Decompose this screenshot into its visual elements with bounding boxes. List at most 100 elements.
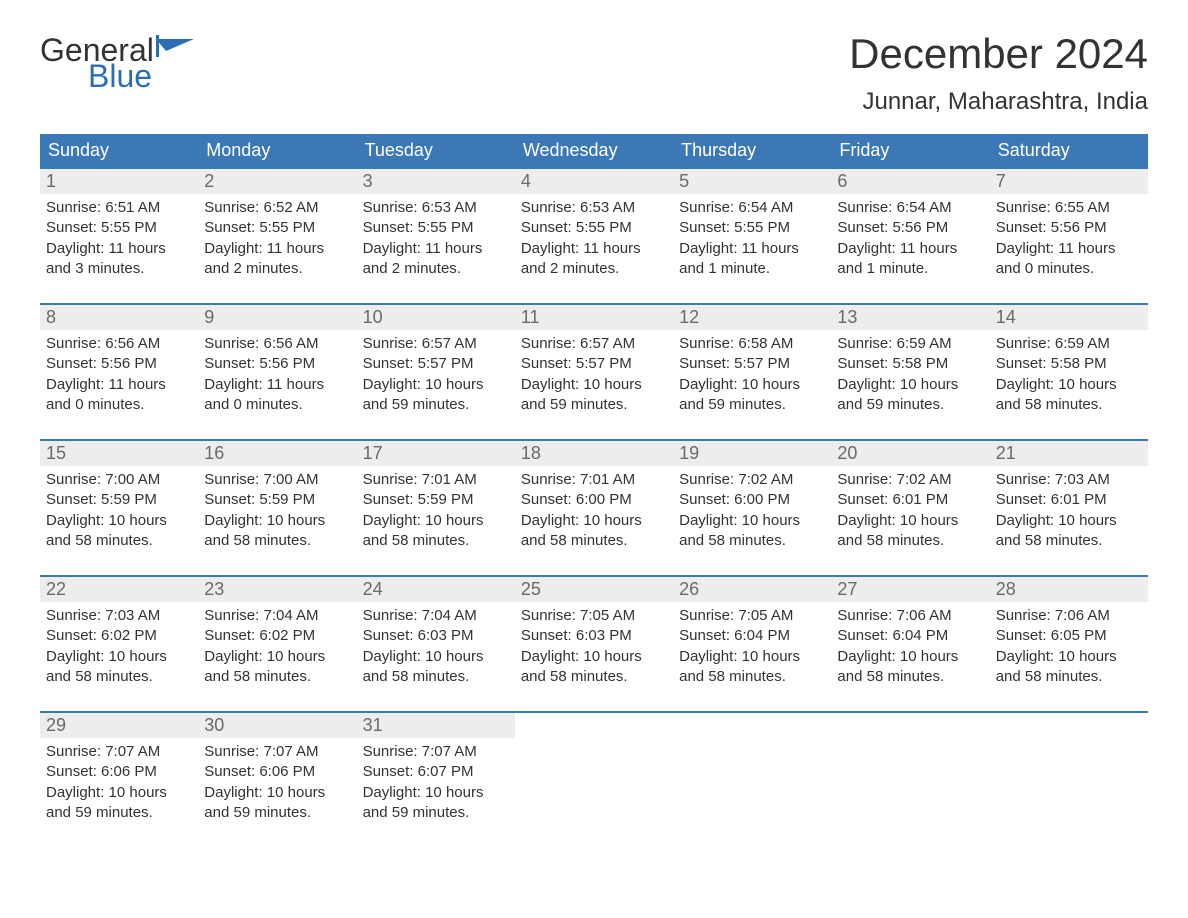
daylight-line: and 2 minutes. [521,259,667,279]
daylight-line: Daylight: 10 hours [46,647,192,667]
daylight-line: and 58 minutes. [363,531,509,551]
daylight-line: Daylight: 10 hours [996,647,1142,667]
daylight-line: Daylight: 11 hours [679,239,825,259]
day-cell: 13Sunrise: 6:59 AMSunset: 5:58 PMDayligh… [831,305,989,423]
dow-cell: Friday [831,134,989,167]
sunrise-line: Sunrise: 6:52 AM [204,198,350,218]
day-body: Sunrise: 6:51 AMSunset: 5:55 PMDaylight:… [40,194,198,285]
day-number: 23 [198,577,356,602]
daylight-line: and 59 minutes. [363,395,509,415]
day-cell: 30 Sunrise: 7:07 AMSunset: 6:06 PMDayligh… [198,713,356,831]
sunrise-line: Sunrise: 7:07 AM [204,742,350,762]
day-body: Sunrise: 6:57 AMSunset: 5:57 PMDaylight:… [515,330,673,421]
day-number: 20 [831,441,989,466]
daylight-line: and 58 minutes. [837,531,983,551]
daylight-line: Daylight: 11 hours [837,239,983,259]
daylight-line: Daylight: 10 hours [521,375,667,395]
daylight-line: Daylight: 10 hours [837,647,983,667]
sunset-line: Sunset: 5:55 PM [46,218,192,238]
day-body: Sunrise: 6:56 AMSunset: 5:56 PMDaylight:… [40,330,198,421]
daylight-line: Daylight: 10 hours [363,647,509,667]
dow-cell: Saturday [990,134,1148,167]
sunrise-line: Sunrise: 6:55 AM [996,198,1142,218]
day-body: Sunrise: 6:57 AMSunset: 5:57 PMDaylight:… [357,330,515,421]
day-number: 28 [990,577,1148,602]
day-body: Sunrise: 7:05 AMSunset: 6:03 PMDaylight:… [515,602,673,693]
daylight-line: and 58 minutes. [46,531,192,551]
day-number: 29 [40,713,198,738]
day-body: Sunrise: 7:01 AMSunset: 5:59 PMDaylight:… [357,466,515,557]
day-cell [990,713,1148,831]
sunset-line: Sunset: 6:02 PM [46,626,192,646]
daylight-line: and 59 minutes. [46,803,192,823]
day-cell: 31Sunrise: 7:07 AMSunset: 6:07 PMDayligh… [357,713,515,831]
sunrise-line: Sunrise: 7:07 AM [46,742,192,762]
daylight-line: and 58 minutes. [363,667,509,687]
header: General Blue December 2024 Junnar, Mahar… [40,30,1148,116]
day-cell: 8Sunrise: 6:56 AMSunset: 5:56 PMDaylight… [40,305,198,423]
daylight-line: and 0 minutes. [46,395,192,415]
sunrise-line: Sunrise: 7:02 AM [679,470,825,490]
day-cell: 26Sunrise: 7:05 AMSunset: 6:04 PMDayligh… [673,577,831,695]
sunrise-line: Sunrise: 7:00 AM [204,470,350,490]
sunset-line: Sunset: 5:58 PM [837,354,983,374]
day-body: Sunrise: 6:59 AMSunset: 5:58 PMDaylight:… [990,330,1148,421]
day-number: 13 [831,305,989,330]
daylight-line: and 59 minutes. [363,803,509,823]
daylight-line: Daylight: 11 hours [204,239,350,259]
day-cell: 23Sunrise: 7:04 AMSunset: 6:02 PMDayligh… [198,577,356,695]
daylight-line: and 1 minute. [679,259,825,279]
sunset-line: Sunset: 6:01 PM [837,490,983,510]
day-number: 10 [357,305,515,330]
daylight-line: Daylight: 10 hours [46,511,192,531]
sunrise-line: Sunrise: 7:07 AM [363,742,509,762]
day-number: 30 [198,713,356,738]
location-label: Junnar, Maharashtra, India [849,88,1148,116]
sunrise-line: Sunrise: 6:57 AM [521,334,667,354]
daylight-line: Daylight: 10 hours [363,375,509,395]
day-cell [515,713,673,831]
sunset-line: Sunset: 6:06 PM [46,762,192,782]
daylight-line: and 59 minutes. [204,803,350,823]
sunset-line: Sunset: 5:57 PM [679,354,825,374]
day-body: Sunrise: 6:56 AMSunset: 5:56 PMDaylight:… [198,330,356,421]
daylight-line: Daylight: 11 hours [46,239,192,259]
brand-word-2: Blue [88,60,196,92]
daylight-line: Daylight: 10 hours [521,511,667,531]
sunset-line: Sunset: 5:56 PM [204,354,350,374]
sunset-line: Sunset: 6:04 PM [679,626,825,646]
daylight-line: Daylight: 10 hours [204,647,350,667]
day-body: Sunrise: 7:07 AMSunset: 6:06 PMDaylight:… [40,738,198,829]
day-cell: 20Sunrise: 7:02 AMSunset: 6:01 PMDayligh… [831,441,989,559]
dow-cell: Tuesday [357,134,515,167]
sunrise-line: Sunrise: 6:56 AM [204,334,350,354]
daylight-line: and 3 minutes. [46,259,192,279]
day-number: 25 [515,577,673,602]
sunset-line: Sunset: 5:58 PM [996,354,1142,374]
daylight-line: Daylight: 10 hours [204,783,350,803]
day-cell: 16Sunrise: 7:00 AMSunset: 5:59 PMDayligh… [198,441,356,559]
daylight-line: Daylight: 10 hours [996,511,1142,531]
day-number: 8 [40,305,198,330]
day-body: Sunrise: 7:01 AMSunset: 6:00 PMDaylight:… [515,466,673,557]
day-cell: 19Sunrise: 7:02 AMSunset: 6:00 PMDayligh… [673,441,831,559]
daylight-line: Daylight: 10 hours [996,375,1142,395]
day-number: 17 [357,441,515,466]
day-number: 3 [357,169,515,194]
daylight-line: and 58 minutes. [837,667,983,687]
sunset-line: Sunset: 5:55 PM [679,218,825,238]
sunrise-line: Sunrise: 7:06 AM [837,606,983,626]
sunrise-line: Sunrise: 7:04 AM [363,606,509,626]
sunset-line: Sunset: 6:06 PM [204,762,350,782]
daylight-line: Daylight: 10 hours [204,511,350,531]
day-cell: 28Sunrise: 7:06 AMSunset: 6:05 PMDayligh… [990,577,1148,695]
day-number: 24 [357,577,515,602]
sunset-line: Sunset: 5:56 PM [837,218,983,238]
sunrise-line: Sunrise: 7:01 AM [363,470,509,490]
daylight-line: Daylight: 10 hours [363,783,509,803]
day-cell: 6Sunrise: 6:54 AMSunset: 5:56 PMDaylight… [831,169,989,287]
sunset-line: Sunset: 6:03 PM [363,626,509,646]
dow-cell: Wednesday [515,134,673,167]
day-number: 5 [673,169,831,194]
dow-cell: Sunday [40,134,198,167]
